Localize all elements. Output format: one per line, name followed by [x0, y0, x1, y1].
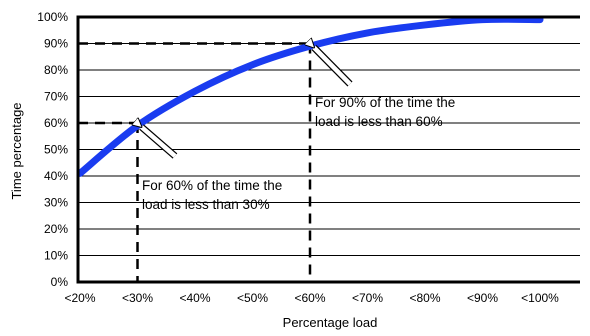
annotations: For 60% of the time the load is less tha… [142, 95, 455, 212]
y-tick-label-6: 60% [44, 116, 68, 130]
reference-lines [78, 44, 310, 283]
x-tick-label-0: <20% [64, 291, 95, 305]
y-tick-label-2: 20% [44, 222, 68, 236]
annotation-arrow-1 [142, 127, 176, 156]
x-tick-label-5: <70% [352, 291, 383, 305]
y-tick-label-8: 80% [44, 63, 68, 77]
y-tick-label-1: 10% [44, 249, 68, 263]
x-tick-label-6: <80% [409, 291, 440, 305]
x-tick-label-7: <90% [467, 291, 498, 305]
annotation-2-line-1: For 90% of the time the [315, 95, 455, 110]
annotation-1-line-1: For 60% of the time the [142, 178, 282, 193]
y-tick-label-0: 0% [51, 275, 69, 289]
y-tick-label-9: 90% [44, 37, 68, 51]
x-tick-label-3: <50% [237, 291, 268, 305]
annotation-1-line-2: load is less than 30% [142, 197, 270, 212]
y-axis-title: Time percentage [9, 102, 24, 199]
x-axis-title: Percentage load [283, 315, 378, 330]
tick-labels: 0% 10% 20% 30% 40% 50% 60% 70% 80% 90% 100% <20% <30… [37, 10, 559, 305]
y-tick-label-3: 30% [44, 196, 68, 210]
x-tick-label-8: <100% [521, 291, 559, 305]
annotation-2-line-2: load is less than 60% [315, 114, 443, 129]
x-tick-label-2: <40% [179, 291, 210, 305]
x-tick-label-4: <60% [294, 291, 325, 305]
y-tick-label-5: 50% [44, 143, 68, 157]
y-tick-label-4: 40% [44, 169, 68, 183]
y-tick-label-7: 70% [44, 90, 68, 104]
gridlines [78, 44, 580, 256]
x-tick-label-1: <30% [122, 291, 153, 305]
annotation-arrow-2 [314, 48, 350, 85]
y-tick-label-10: 100% [37, 10, 68, 24]
